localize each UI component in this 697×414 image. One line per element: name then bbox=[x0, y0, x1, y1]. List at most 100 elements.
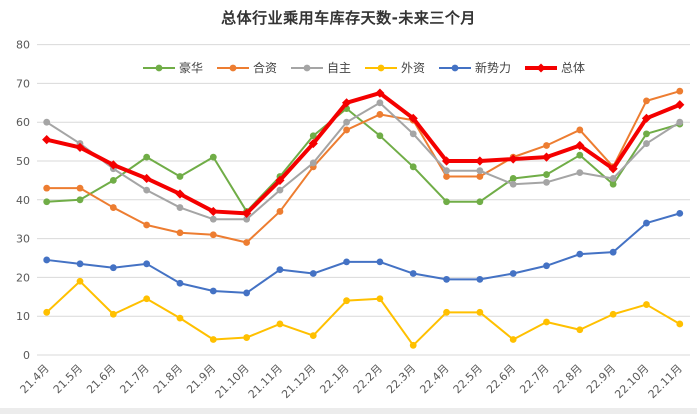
legend-point-domestic bbox=[303, 64, 311, 71]
data-point-new-force bbox=[176, 279, 184, 287]
legend-point-joint-venture bbox=[229, 64, 237, 71]
y-axis-tick-label: 0 bbox=[23, 349, 30, 362]
legend-item-domestic: 自主 bbox=[290, 59, 351, 76]
data-point-luxury bbox=[476, 198, 484, 206]
data-point-joint-venture bbox=[676, 87, 684, 95]
data-point-foreign bbox=[676, 320, 684, 328]
y-axis-tick-label: 70 bbox=[16, 77, 30, 90]
data-point-foreign bbox=[276, 320, 284, 328]
data-point-new-force bbox=[509, 270, 517, 277]
data-point-domestic bbox=[409, 130, 417, 138]
data-point-new-force bbox=[343, 258, 350, 266]
data-point-joint-venture bbox=[276, 208, 284, 215]
legend-marker-overall bbox=[525, 63, 558, 72]
data-point-overall bbox=[441, 156, 452, 166]
y-axis-tick-label: 80 bbox=[16, 39, 30, 52]
data-point-new-force bbox=[243, 289, 251, 297]
y-axis-tick-label: 60 bbox=[16, 116, 30, 129]
data-point-domestic bbox=[376, 99, 384, 107]
data-point-joint-venture bbox=[476, 173, 484, 180]
data-point-domestic bbox=[443, 167, 450, 175]
chart-title: 总体行业乘用车库存天数-未来三个月 bbox=[221, 9, 476, 27]
data-point-foreign bbox=[643, 301, 650, 308]
legend-marker-foreign bbox=[365, 64, 397, 71]
data-point-domestic bbox=[343, 118, 350, 126]
data-point-luxury bbox=[543, 171, 550, 178]
data-point-joint-venture bbox=[243, 239, 251, 246]
data-point-luxury bbox=[643, 130, 650, 138]
x-axis-tick-label: 21.6月 bbox=[84, 362, 118, 396]
x-axis-tick-label: 22.5月 bbox=[451, 362, 485, 396]
data-point-foreign bbox=[43, 308, 51, 316]
data-point-foreign bbox=[443, 308, 450, 316]
legend-item-new-force: 新势力 bbox=[438, 59, 511, 76]
x-axis-tick-label: 22.10月 bbox=[612, 362, 651, 401]
data-point-overall bbox=[408, 113, 418, 123]
legend-label-new-force: 新势力 bbox=[475, 61, 512, 75]
y-axis-tick-label: 50 bbox=[16, 155, 30, 168]
legend-marker-domestic bbox=[290, 64, 323, 71]
data-point-luxury bbox=[176, 173, 184, 180]
data-point-overall bbox=[575, 140, 585, 151]
data-point-domestic bbox=[176, 204, 184, 211]
data-point-overall bbox=[641, 113, 652, 123]
data-point-overall bbox=[508, 154, 518, 164]
data-point-domestic bbox=[509, 180, 517, 188]
series-line-overall bbox=[44, 91, 682, 216]
data-point-joint-venture bbox=[376, 111, 384, 118]
data-point-luxury bbox=[443, 198, 450, 206]
series-line-new-force bbox=[45, 212, 681, 294]
data-point-new-force bbox=[609, 248, 617, 256]
data-point-foreign bbox=[176, 314, 184, 322]
x-axis-tick-label: 22.7月 bbox=[517, 362, 551, 396]
data-point-overall bbox=[75, 142, 85, 153]
data-point-luxury bbox=[43, 198, 51, 206]
legend: 豪华 合资 自主 外资 新势力 总体 bbox=[40, 59, 687, 76]
data-point-foreign bbox=[409, 341, 417, 349]
data-point-foreign bbox=[609, 310, 617, 318]
data-point-joint-venture bbox=[209, 231, 217, 239]
data-point-new-force bbox=[476, 275, 484, 283]
legend-point-new-force bbox=[451, 64, 459, 71]
data-point-new-force bbox=[409, 270, 417, 277]
x-axis-tick-label: 21.7月 bbox=[117, 362, 151, 396]
legend-label-foreign: 外资 bbox=[401, 61, 426, 75]
data-point-luxury bbox=[143, 153, 151, 161]
data-point-luxury bbox=[209, 153, 217, 161]
x-axis-tick-label: 21.8月 bbox=[151, 362, 185, 396]
x-axis-tick-label: 22.11月 bbox=[646, 362, 685, 401]
legend-point-luxury bbox=[155, 64, 163, 71]
legend-point-overall bbox=[536, 63, 546, 72]
data-point-overall bbox=[175, 189, 185, 199]
data-point-domestic bbox=[543, 178, 550, 186]
data-point-overall bbox=[608, 164, 618, 174]
data-point-joint-venture bbox=[43, 184, 51, 192]
data-point-new-force bbox=[143, 260, 151, 268]
legend-marker-luxury bbox=[142, 64, 175, 71]
legend-label-overall: 总体 bbox=[561, 61, 586, 75]
data-point-joint-venture bbox=[343, 126, 350, 134]
data-point-overall bbox=[275, 175, 285, 185]
data-point-joint-venture bbox=[143, 221, 151, 229]
legend-item-luxury: 豪华 bbox=[142, 59, 203, 76]
data-point-new-force bbox=[76, 260, 84, 268]
data-point-overall bbox=[675, 100, 685, 110]
data-point-domestic bbox=[309, 159, 317, 167]
data-point-domestic bbox=[643, 140, 650, 147]
legend-item-overall: 总体 bbox=[524, 59, 585, 76]
data-point-foreign bbox=[109, 310, 117, 318]
data-point-foreign bbox=[576, 326, 584, 334]
data-point-joint-venture bbox=[176, 229, 184, 237]
data-point-luxury bbox=[109, 177, 117, 184]
data-point-foreign bbox=[209, 336, 217, 343]
data-point-new-force bbox=[276, 266, 284, 274]
data-point-luxury bbox=[409, 163, 417, 171]
data-point-domestic bbox=[43, 118, 51, 126]
series-line-luxury bbox=[45, 107, 681, 213]
data-point-joint-venture bbox=[543, 142, 550, 149]
x-axis-tick-label: 21.11月 bbox=[246, 362, 285, 401]
legend-label-domestic: 自主 bbox=[326, 61, 351, 75]
y-axis-tick-label: 20 bbox=[16, 271, 30, 284]
